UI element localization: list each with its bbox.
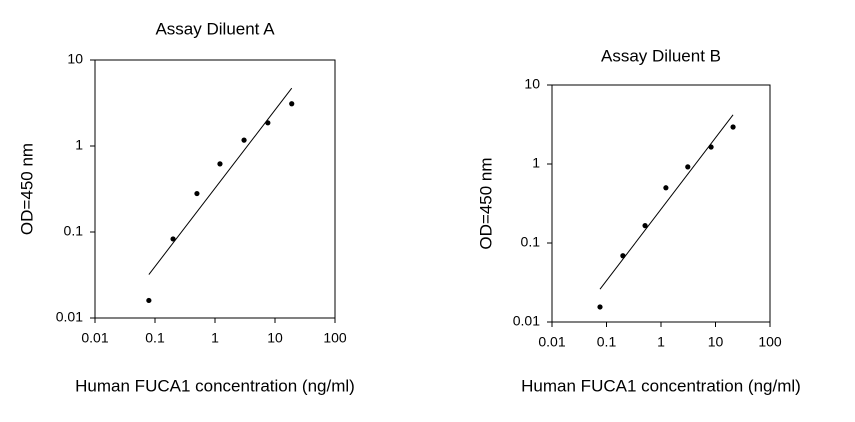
data-point (620, 253, 626, 259)
fit-line (599, 114, 734, 290)
data-point (217, 161, 223, 167)
x-tick-label: 1 (211, 330, 219, 346)
y-tick-label: 1 (532, 155, 540, 171)
x-tick-label: 0.1 (597, 334, 617, 350)
x-tick-label: 0.01 (81, 330, 108, 346)
x-tick-label: 10 (267, 330, 283, 346)
y-tick-label: 0.01 (513, 313, 540, 329)
data-point (597, 304, 603, 310)
data-point (685, 164, 691, 170)
data-point (265, 120, 271, 126)
data-point (642, 223, 648, 229)
x-tick-label: 0.01 (538, 334, 565, 350)
data-point (289, 101, 295, 107)
fit-line (148, 87, 293, 275)
y-tick-label: 1 (75, 137, 83, 153)
y-tick-label: 0.1 (64, 223, 84, 239)
x-tick-label: 10 (708, 334, 724, 350)
y-tick-label: 10 (67, 51, 83, 67)
data-point (708, 144, 714, 150)
y-axis-label: OD=450 nm (17, 143, 36, 235)
x-axis-label: Human FUCA1 concentration (ng/ml) (521, 376, 801, 395)
chart-title: Assay Diluent B (601, 46, 721, 65)
chart-title: Assay Diluent A (155, 19, 275, 38)
y-tick-label: 0.1 (521, 234, 541, 250)
y-tick-label: 0.01 (56, 309, 83, 325)
x-tick-label: 100 (758, 334, 782, 350)
x-tick-label: 1 (657, 334, 665, 350)
x-tick-label: 0.1 (145, 330, 165, 346)
x-tick-label: 100 (323, 330, 347, 346)
data-point (194, 190, 200, 197)
y-axis-label: OD=450 nm (476, 157, 495, 249)
data-point (146, 297, 152, 304)
data-point (241, 137, 247, 143)
data-point (663, 185, 669, 191)
plot-frame (551, 84, 771, 323)
x-axis-label: Human FUCA1 concentration (ng/ml) (75, 376, 355, 395)
y-tick-label: 10 (524, 76, 540, 92)
data-point (730, 124, 736, 130)
data-point (170, 236, 176, 242)
